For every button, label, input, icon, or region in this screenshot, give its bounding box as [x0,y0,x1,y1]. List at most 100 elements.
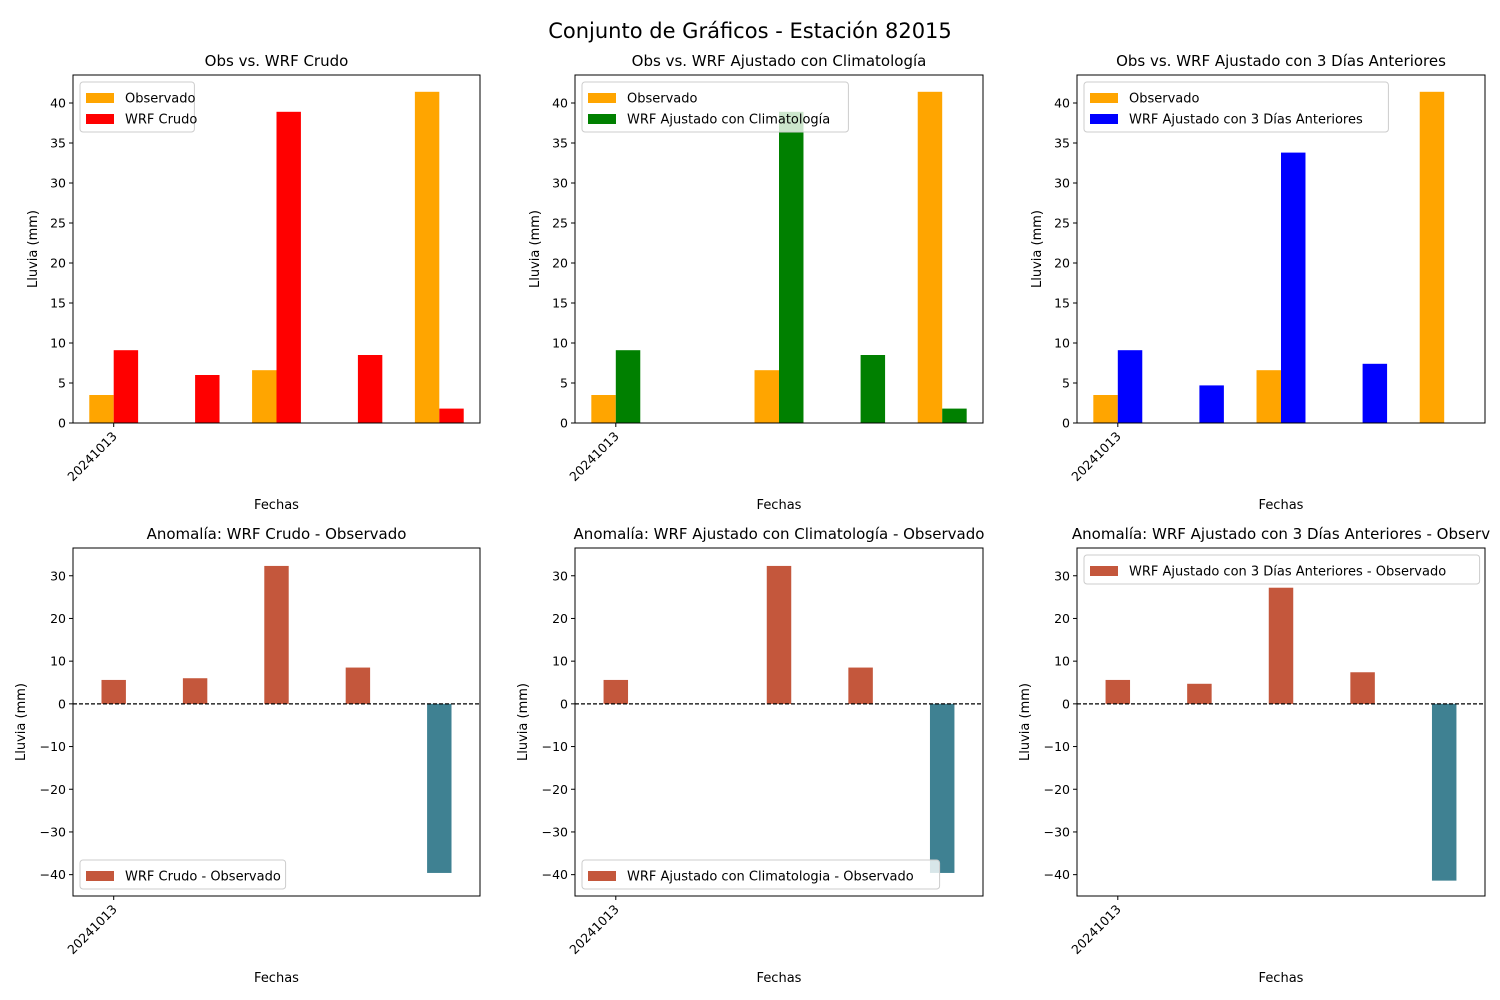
ytick-label: 20 [1054,256,1070,271]
legend: Observado WRF Crudo [79,81,197,133]
x-axis-label: Fechas [254,971,299,986]
ytick-label: 0 [58,416,66,431]
ytick-label: 20 [50,256,66,271]
panels: Obs vs. WRF Crudo05101520253035402024101… [14,52,1490,986]
y-axis-label: Lluvia (mm) [528,210,543,288]
ytick-label: 35 [1054,136,1070,151]
x-axis-label: Fechas [1259,498,1304,513]
legend: Observado WRF Ajustado con 3 Días Anterio… [1083,81,1389,133]
subplot-5: Anomalía: WRF Ajustado con Climatología … [516,525,984,986]
legend-label: Observado [627,92,698,107]
legend-swatch [1090,566,1118,576]
legend-box [79,859,287,890]
ytick-label: 0 [1062,416,1070,431]
x-axis-label: Fechas [254,498,299,513]
y-axis-label: Lluvia (mm) [516,683,531,761]
ytick-label: 30 [1054,176,1070,191]
ytick-label: 30 [50,176,66,191]
ytick-label: −40 [542,867,568,882]
bar-1-1 [591,395,616,423]
bar-1-5 [929,703,955,873]
ytick-label: 30 [1054,568,1070,583]
bar-1-5 [427,703,452,873]
bar-1-1 [603,679,629,704]
subplot-title: Anomalía: WRF Ajustado con 3 Días Anteri… [1072,525,1490,543]
ytick-label: 5 [58,376,66,391]
bar-2-1 [1117,350,1143,423]
bar-1-5 [414,91,440,424]
ytick-label: −20 [1044,782,1070,797]
legend: WRF Ajustado con Climatologia - Observad… [581,859,941,890]
ytick-label: 40 [1054,96,1070,111]
bar-2-2 [1199,385,1224,423]
ytick-label: 25 [552,216,568,231]
legend-label: WRF Ajustado con Climatología [627,113,830,128]
axes-frame [1076,74,1486,424]
ytick-label: 10 [1054,654,1070,669]
ytick-label: 10 [50,654,66,669]
bar-1-1 [1105,679,1131,704]
ytick-label: −10 [40,739,66,754]
ytick-label: 0 [560,696,568,711]
ytick-label: 0 [1062,696,1070,711]
legend-swatch [86,871,114,881]
axes-frame [574,547,984,897]
ytick-label: −40 [1044,867,1070,882]
ytick-label: 30 [552,176,568,191]
ytick-label: 35 [50,136,66,151]
x-axis-label: Fechas [757,498,802,513]
ytick-label: −30 [40,824,66,839]
bar-2-4 [1362,363,1388,423]
ytick-label: −20 [542,782,568,797]
bar-2-2 [195,375,220,423]
bar-1-1 [89,395,114,423]
subplot-title: Obs vs. WRF Crudo [205,52,349,70]
ytick-label: 0 [560,416,568,431]
legend-label: WRF Ajustado con 3 Días Anteriores - Obs… [1129,565,1446,580]
axes-frame [1076,547,1486,897]
bar-1-3 [754,370,779,423]
ytick-label: 25 [1054,216,1070,231]
legend-box [581,859,941,890]
ytick-label: 10 [50,336,66,351]
subplot-1: Obs vs. WRF Crudo05101520253035402024101… [26,52,481,513]
ytick-label: 15 [50,296,66,311]
ytick-label: 40 [50,96,66,111]
legend-label: WRF Ajustado con 3 Días Anteriores [1129,113,1363,128]
ytick-label: −30 [1044,824,1070,839]
bar-1-3 [1268,587,1294,704]
ytick-label: 15 [552,296,568,311]
ytick-label: 5 [560,376,568,391]
ytick-label: 10 [1054,336,1070,351]
ytick-label: 35 [552,136,568,151]
legend: WRF Crudo - Observado [79,859,287,890]
bar-2-3 [276,111,301,424]
legend-box [1083,81,1389,133]
ytick-label: 5 [1062,376,1070,391]
legend-label: WRF Ajustado con Climatologia - Observad… [627,870,914,885]
ytick-label: 40 [552,96,568,111]
legend: WRF Ajustado con 3 Días Anteriores - Obs… [1083,554,1481,585]
axes-frame [574,74,984,424]
bar-1-1 [1093,395,1118,423]
ytick-label: 20 [552,256,568,271]
bar-1-2 [1187,683,1212,704]
bar-1-5 [1419,91,1445,424]
ytick-label: 30 [50,568,66,583]
legend-box [1083,554,1481,585]
ytick-label: 25 [50,216,66,231]
ytick-label: 0 [58,696,66,711]
bar-2-5 [439,408,464,423]
bar-1-4 [1350,672,1375,704]
ytick-label: −40 [40,867,66,882]
bar-1-5 [1431,703,1457,881]
bar-1-3 [766,565,792,704]
axes-frame [72,74,481,424]
legend-swatch [1090,93,1118,103]
axes-frame [72,547,481,897]
legend-swatch [86,114,114,124]
ytick-label: 10 [552,336,568,351]
legend-label: WRF Crudo [125,113,197,128]
